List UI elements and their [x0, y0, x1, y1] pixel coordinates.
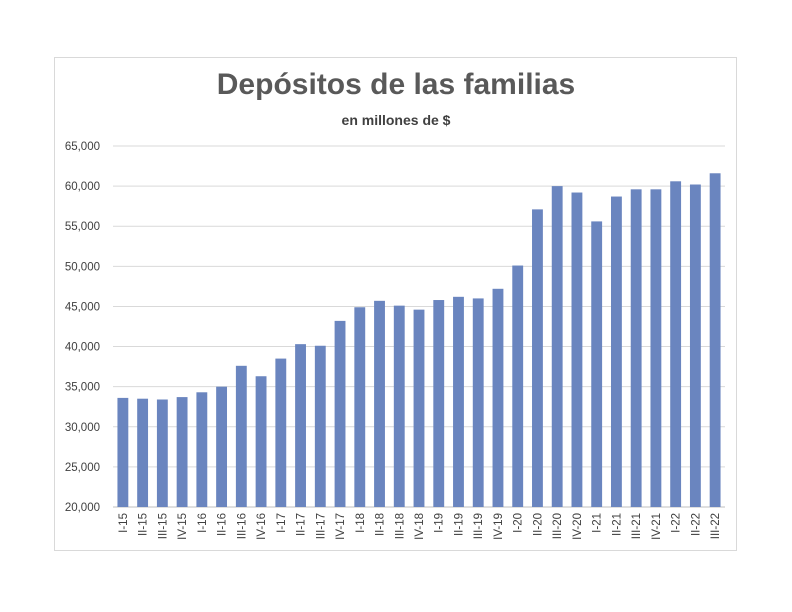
x-tick-label: II-17: [296, 513, 308, 536]
x-tick-label: I-19: [434, 513, 446, 533]
chart-title: Depósitos de las familias: [216, 68, 576, 101]
bar: [137, 398, 149, 507]
x-tick-label: I-21: [592, 513, 604, 533]
bar: [492, 288, 504, 507]
bar: [571, 192, 583, 508]
x-tick-label: IV-17: [335, 513, 347, 540]
x-tick-label: IV-16: [256, 513, 268, 540]
bar: [453, 296, 464, 507]
x-tick-label: II-15: [138, 513, 150, 536]
y-tick-label: 50,000: [65, 261, 100, 273]
x-tick-label: I-18: [355, 513, 367, 533]
bar: [433, 300, 445, 507]
bar: [354, 307, 366, 507]
y-tick-label: 35,000: [65, 382, 100, 394]
x-tick-label: III-21: [631, 513, 643, 539]
bar: [295, 344, 306, 507]
x-tick-label: III-19: [473, 513, 485, 539]
y-tick-label: 40,000: [65, 342, 100, 354]
bar: [551, 186, 563, 507]
bar: [413, 309, 425, 507]
bar: [630, 189, 642, 507]
x-tick-label: II-21: [611, 513, 623, 536]
x-tick-label: IV-15: [177, 513, 189, 540]
x-tick-label: I-15: [118, 513, 130, 533]
bar: [216, 386, 228, 507]
y-tick-label: 60,000: [65, 181, 100, 193]
chart-subtitle: en millones de $: [341, 112, 451, 128]
x-tick-label: IV-21: [651, 513, 663, 540]
bar: [255, 376, 267, 507]
bar: [532, 209, 543, 507]
x-tick-label: III-20: [552, 513, 564, 539]
x-tick-label: III-17: [315, 513, 327, 539]
x-tick-label: III-15: [157, 513, 169, 539]
x-tick-label: I-16: [197, 513, 209, 533]
x-tick-label: I-17: [276, 513, 288, 533]
y-tick-label: 30,000: [65, 422, 100, 434]
bar: [314, 345, 326, 507]
y-tick-label: 20,000: [65, 502, 100, 514]
bar: [689, 184, 701, 508]
bar: [176, 397, 188, 507]
bar: [610, 196, 622, 508]
y-tick-label: 25,000: [65, 462, 100, 474]
bar: [670, 181, 682, 507]
x-tick-label: I-22: [671, 513, 683, 533]
x-tick-label: II-19: [453, 513, 465, 536]
bar: [117, 397, 129, 507]
x-tick-label: III-18: [394, 513, 406, 539]
x-tick-label: IV-18: [414, 513, 426, 540]
bar: [334, 320, 346, 507]
bar: [472, 298, 484, 507]
bar: [512, 265, 524, 507]
x-tick-label: II-16: [217, 513, 229, 536]
bar: [275, 358, 287, 507]
y-tick-label: 55,000: [65, 221, 100, 233]
bar: [196, 392, 208, 507]
bar: [709, 173, 721, 507]
x-tick-label: II-20: [532, 513, 544, 536]
bar: [393, 305, 405, 507]
bar: [235, 365, 247, 507]
bar: [591, 221, 603, 508]
x-tick-label: I-20: [513, 513, 525, 533]
bar: [374, 300, 385, 507]
x-tick-label: II-22: [690, 513, 702, 536]
x-tick-label: III-16: [236, 513, 248, 539]
x-tick-label: IV-19: [493, 513, 505, 540]
y-tick-label: 45,000: [65, 301, 100, 313]
x-tick-label: IV-20: [572, 513, 584, 540]
y-tick-label: 65,000: [65, 141, 100, 153]
bar: [650, 189, 662, 507]
x-tick-label: III-22: [710, 513, 722, 539]
bar: [156, 399, 168, 507]
x-tick-label: II-18: [375, 513, 387, 536]
